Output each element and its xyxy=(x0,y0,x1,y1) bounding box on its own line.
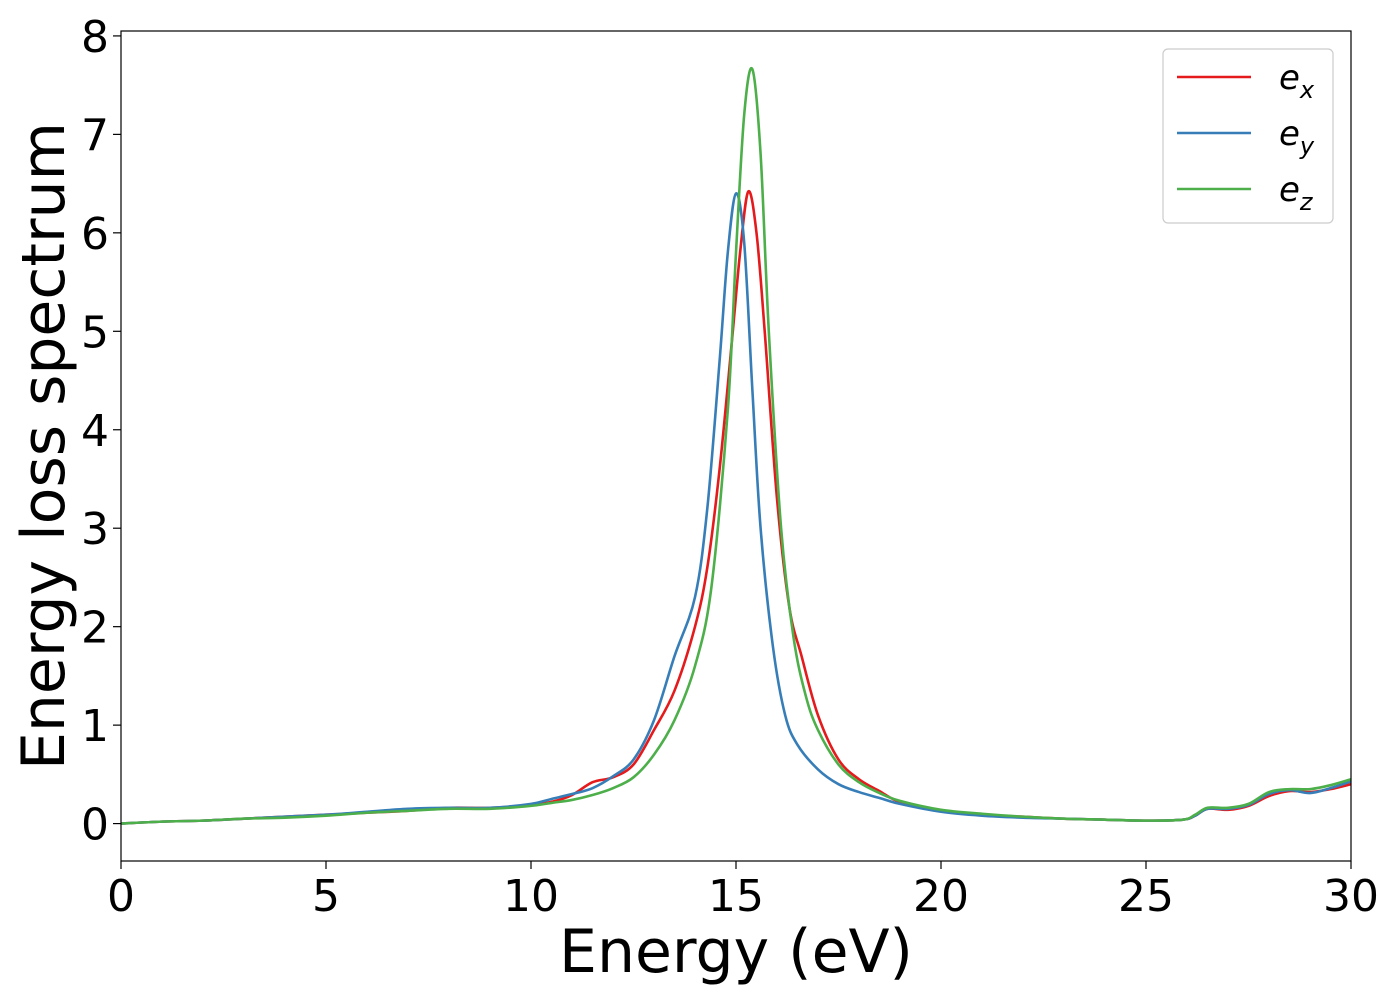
y-tick-label: 6 xyxy=(81,209,109,260)
y-axis-title: Energy loss spectrum xyxy=(9,122,79,770)
y-tick-label: 1 xyxy=(81,701,109,752)
x-tick-label: 30 xyxy=(1323,871,1379,922)
legend-label-z: ez xyxy=(1279,170,1314,216)
x-tick-label: 5 xyxy=(312,871,340,922)
x-tick-label: 20 xyxy=(913,871,969,922)
y-tick-label: 0 xyxy=(81,800,109,851)
x-tick-label: 15 xyxy=(708,871,764,922)
x-tick-label: 10 xyxy=(503,871,559,922)
legend-label-x: ex xyxy=(1279,58,1315,104)
legend-box xyxy=(1162,48,1334,224)
y-tick-label: 2 xyxy=(81,603,109,654)
series-lines xyxy=(121,66,1351,825)
legend-label-y: ey xyxy=(1279,114,1315,160)
series-line-z xyxy=(121,66,1351,825)
x-axis-title: Energy (eV) xyxy=(559,917,913,987)
y-axis: 0 1 2 3 4 5 6 7 8 xyxy=(81,12,121,851)
series-line-x xyxy=(121,190,1351,825)
y-tick-label: 3 xyxy=(81,504,109,555)
x-axis: 0 5 10 15 20 25 30 xyxy=(107,861,1379,922)
y-tick-label: 5 xyxy=(81,307,109,358)
legend: ex ey ez xyxy=(1162,48,1334,224)
x-tick-label: 25 xyxy=(1118,871,1174,922)
y-tick-label: 7 xyxy=(81,110,109,161)
y-tick-label: 8 xyxy=(81,12,109,63)
y-tick-label: 4 xyxy=(81,406,109,457)
x-tick-label: 0 xyxy=(107,871,135,922)
